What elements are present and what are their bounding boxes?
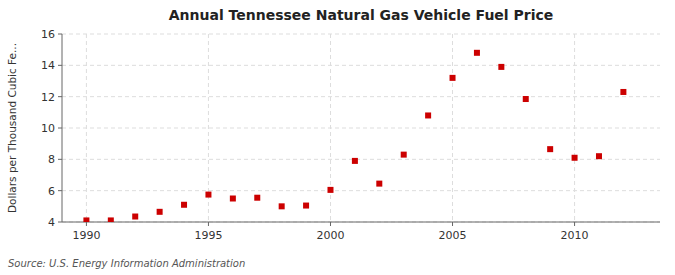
point (327, 187, 333, 193)
y-grid-line (62, 34, 660, 35)
x-grid-line (452, 34, 453, 222)
x-tick (86, 222, 87, 226)
x-tick-label: 2010 (561, 229, 589, 242)
y-tick-label: 16 (41, 28, 55, 41)
point (303, 203, 309, 209)
point (523, 96, 529, 102)
x-tick-label: 2000 (316, 229, 344, 242)
y-tick (58, 128, 62, 129)
point (425, 112, 431, 118)
point (205, 192, 211, 198)
y-tick-label: 8 (48, 153, 55, 166)
y-tick-label: 10 (41, 122, 55, 135)
title: Annual Tennessee Natural Gas Vehicle Fue… (169, 7, 554, 23)
point (401, 152, 407, 158)
point (572, 155, 578, 161)
y-tick-label: 4 (48, 216, 55, 229)
y-grid-line (62, 222, 660, 223)
y-grid-line (62, 65, 660, 66)
point (376, 181, 382, 187)
points (83, 50, 626, 222)
x-axis-line (62, 222, 660, 223)
y-tick (58, 159, 62, 160)
x-tick (208, 222, 209, 226)
x-grid-line (574, 34, 575, 222)
axes: 1990 1995 2000 2005 2010 4 6 8 10 12 14 16 (41, 28, 589, 242)
x-tick (330, 222, 331, 226)
point (132, 214, 138, 220)
y-tick (58, 96, 62, 97)
y-tick (58, 190, 62, 191)
y-tick (58, 34, 62, 35)
chart-container: 1990 1995 2000 2005 2010 4 6 8 10 12 14 16 Annual Te… (0, 0, 675, 275)
point (83, 217, 89, 222)
x-tick-label: 1990 (72, 229, 100, 242)
y-grid-line (62, 159, 660, 160)
point (230, 196, 236, 202)
point (498, 64, 504, 70)
grid (62, 34, 660, 222)
point (108, 217, 114, 222)
point (181, 202, 187, 208)
point (547, 146, 553, 152)
x-tick-label: 2005 (439, 229, 467, 242)
x-tick (452, 222, 453, 226)
y-grid-line (62, 128, 660, 129)
x-tick (574, 222, 575, 226)
x-grid-line (330, 34, 331, 222)
y-axis-label: Dollars per Thousand Cubic Fe... (6, 43, 18, 213)
point (157, 209, 163, 215)
point (450, 75, 456, 81)
annotation: Source: U.S. Energy Information Administ… (8, 258, 245, 269)
point (352, 158, 358, 164)
chart-svg: 1990 1995 2000 2005 2010 4 6 8 10 12 14 16 Annual Te… (0, 0, 675, 275)
point (279, 203, 285, 209)
y-tick-label: 12 (41, 91, 55, 104)
x-tick-label: 1995 (194, 229, 222, 242)
point (620, 89, 626, 95)
x-grid-line (86, 34, 87, 222)
y-grid-line (62, 190, 660, 191)
point (596, 153, 602, 159)
y-tick-label: 14 (41, 59, 55, 72)
y-tick (58, 222, 62, 223)
y-tick (58, 65, 62, 66)
point (474, 50, 480, 56)
y-tick-label: 6 (48, 185, 55, 198)
point (254, 195, 260, 201)
y-grid-line (62, 96, 660, 97)
